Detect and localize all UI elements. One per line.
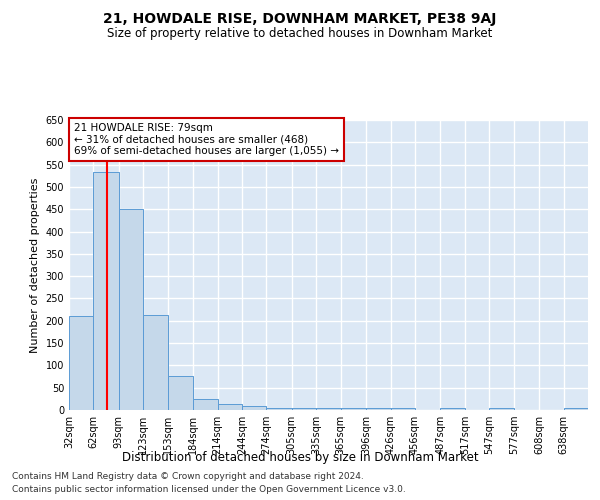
Bar [94, 172, 119, 410]
Text: Size of property relative to detached houses in Downham Market: Size of property relative to detached ho… [107, 28, 493, 40]
Text: Contains HM Land Registry data © Crown copyright and database right 2024.: Contains HM Land Registry data © Crown c… [12, 472, 364, 481]
Bar [366, 408, 391, 410]
Bar [440, 408, 465, 410]
Bar [168, 376, 193, 410]
Bar [341, 408, 366, 410]
Bar [292, 408, 316, 410]
Text: Contains public sector information licensed under the Open Government Licence v3: Contains public sector information licen… [12, 485, 406, 494]
Y-axis label: Number of detached properties: Number of detached properties [30, 178, 40, 352]
Bar [316, 408, 341, 410]
Bar [218, 404, 242, 410]
Bar [119, 209, 143, 410]
Bar [69, 316, 94, 410]
Bar [242, 406, 266, 410]
Text: 21 HOWDALE RISE: 79sqm
← 31% of detached houses are smaller (468)
69% of semi-de: 21 HOWDALE RISE: 79sqm ← 31% of detached… [74, 123, 339, 156]
Bar [489, 408, 514, 410]
Text: Distribution of detached houses by size in Downham Market: Distribution of detached houses by size … [122, 451, 478, 464]
Text: 21, HOWDALE RISE, DOWNHAM MARKET, PE38 9AJ: 21, HOWDALE RISE, DOWNHAM MARKET, PE38 9… [103, 12, 497, 26]
Bar [563, 408, 588, 410]
Bar [266, 408, 292, 410]
Bar [193, 399, 218, 410]
Bar [391, 408, 415, 410]
Bar [143, 315, 168, 410]
